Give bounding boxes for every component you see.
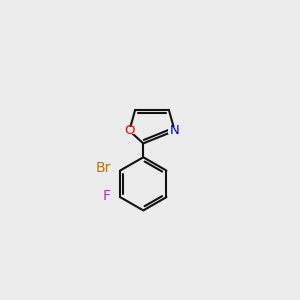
FancyBboxPatch shape: [99, 192, 114, 200]
FancyBboxPatch shape: [168, 127, 181, 134]
FancyBboxPatch shape: [122, 127, 136, 134]
Text: Br: Br: [96, 161, 111, 175]
Text: O: O: [124, 124, 135, 137]
Text: F: F: [102, 189, 110, 203]
FancyBboxPatch shape: [92, 164, 115, 172]
Text: N: N: [170, 124, 179, 137]
